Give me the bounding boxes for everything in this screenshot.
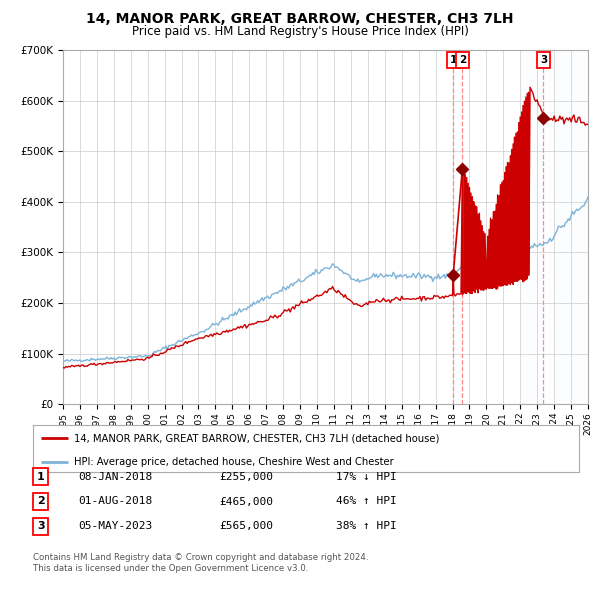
Text: 05-MAY-2023: 05-MAY-2023 (78, 522, 152, 531)
Text: 2: 2 (459, 55, 466, 65)
Text: 14, MANOR PARK, GREAT BARROW, CHESTER, CH3 7LH (detached house): 14, MANOR PARK, GREAT BARROW, CHESTER, C… (74, 433, 439, 443)
Text: 08-JAN-2018: 08-JAN-2018 (78, 472, 152, 481)
Text: £465,000: £465,000 (219, 497, 273, 506)
Text: 1: 1 (37, 472, 44, 481)
Text: 3: 3 (540, 55, 547, 65)
Text: 38% ↑ HPI: 38% ↑ HPI (336, 522, 397, 531)
Text: HPI: Average price, detached house, Cheshire West and Chester: HPI: Average price, detached house, Ches… (74, 457, 394, 467)
Text: 46% ↑ HPI: 46% ↑ HPI (336, 497, 397, 506)
Text: 14, MANOR PARK, GREAT BARROW, CHESTER, CH3 7LH: 14, MANOR PARK, GREAT BARROW, CHESTER, C… (86, 12, 514, 26)
Text: This data is licensed under the Open Government Licence v3.0.: This data is licensed under the Open Gov… (33, 565, 308, 573)
Text: 1: 1 (449, 55, 457, 65)
Text: 3: 3 (37, 522, 44, 531)
Text: Price paid vs. HM Land Registry's House Price Index (HPI): Price paid vs. HM Land Registry's House … (131, 25, 469, 38)
Bar (520, 50, 596, 404)
Text: £255,000: £255,000 (219, 472, 273, 481)
Text: £565,000: £565,000 (219, 522, 273, 531)
Text: 01-AUG-2018: 01-AUG-2018 (78, 497, 152, 506)
Text: Contains HM Land Registry data © Crown copyright and database right 2024.: Contains HM Land Registry data © Crown c… (33, 553, 368, 562)
Text: 2: 2 (37, 497, 44, 506)
Text: 17% ↓ HPI: 17% ↓ HPI (336, 472, 397, 481)
